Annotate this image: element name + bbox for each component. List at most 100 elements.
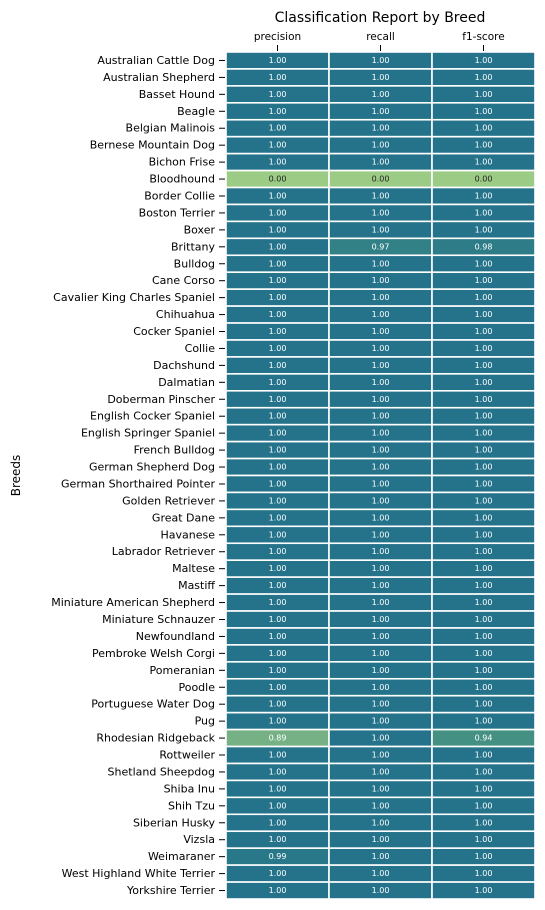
cell-value-label: 1.00 bbox=[269, 581, 287, 590]
cell-value-label: 1.00 bbox=[269, 479, 287, 488]
cell-value-label: 1.00 bbox=[372, 784, 390, 793]
cell-value-label: 1.00 bbox=[475, 73, 493, 82]
cell-value-label: 1.00 bbox=[269, 751, 287, 760]
cell-value-label: 1.00 bbox=[269, 293, 287, 302]
cell-value-label: 0.97 bbox=[372, 242, 390, 251]
cell-value-label: 1.00 bbox=[475, 530, 493, 539]
cell-value-label: 1.00 bbox=[475, 835, 493, 844]
cell-value-label: 1.00 bbox=[475, 666, 493, 675]
row-label: Golden Retriever bbox=[122, 494, 215, 507]
heatmap-cells: 1.00 1.00 1.00 1.00 1.00 1.00 1.00 1.00 1.00 1.00… bbox=[226, 52, 535, 899]
cell-value-label: 1.00 bbox=[269, 700, 287, 709]
cell-value-label: 1.00 bbox=[475, 327, 493, 336]
cell-value-label: 1.00 bbox=[269, 429, 287, 438]
row-label: Bernese Mountain Dog bbox=[90, 139, 215, 152]
cell-value-label: 1.00 bbox=[372, 327, 390, 336]
cell-value-label: 1.00 bbox=[372, 852, 390, 861]
cell-value-label: 1.00 bbox=[372, 835, 390, 844]
cell-value-label: 1.00 bbox=[475, 683, 493, 692]
cell-value-label: 1.00 bbox=[269, 378, 287, 387]
row-label: Bulldog bbox=[174, 257, 215, 270]
cell-value-label: 1.00 bbox=[475, 107, 493, 116]
cell-value-label: 1.00 bbox=[475, 852, 493, 861]
cell-value-label: 1.00 bbox=[475, 293, 493, 302]
row-label: Border Collie bbox=[144, 189, 215, 202]
cell-value-label: 0.00 bbox=[372, 175, 390, 184]
cell-value-label: 1.00 bbox=[372, 107, 390, 116]
row-label: Labrador Retriever bbox=[112, 545, 216, 558]
cell-value-label: 1.00 bbox=[269, 463, 287, 472]
cell-value-label: 0.99 bbox=[269, 852, 287, 861]
cell-value-label: 1.00 bbox=[475, 124, 493, 133]
column-header: recall bbox=[366, 31, 395, 43]
cell-value-label: 1.00 bbox=[372, 818, 390, 827]
cell-value-label: 0.89 bbox=[269, 734, 287, 743]
cell-value-label: 1.00 bbox=[372, 649, 390, 658]
row-label: Chihuahua bbox=[156, 308, 215, 321]
cell-value-label: 1.00 bbox=[475, 191, 493, 200]
cell-value-label: 1.00 bbox=[372, 90, 390, 99]
cell-value-label: 1.00 bbox=[269, 598, 287, 607]
cell-value-label: 1.00 bbox=[372, 191, 390, 200]
cell-value-label: 1.00 bbox=[372, 683, 390, 692]
cell-value-label: 1.00 bbox=[475, 700, 493, 709]
row-label: Dalmatian bbox=[158, 376, 215, 389]
cell-value-label: 1.00 bbox=[475, 886, 493, 895]
row-label: Rottweiler bbox=[159, 749, 215, 762]
cell-value-label: 1.00 bbox=[269, 886, 287, 895]
row-label: Australian Shepherd bbox=[103, 71, 215, 84]
column-headers: precision recall f1-score bbox=[254, 31, 505, 51]
cell-value-label: 1.00 bbox=[269, 124, 287, 133]
cell-value-label: 1.00 bbox=[372, 530, 390, 539]
cell-value-label: 1.00 bbox=[269, 191, 287, 200]
cell-value-label: 1.00 bbox=[372, 361, 390, 370]
row-label: Boxer bbox=[184, 223, 216, 236]
cell-value-label: 1.00 bbox=[372, 225, 390, 234]
cell-value-label: 1.00 bbox=[372, 700, 390, 709]
cell-value-label: 0.00 bbox=[475, 175, 493, 184]
cell-value-label: 1.00 bbox=[269, 649, 287, 658]
row-label: German Shepherd Dog bbox=[89, 461, 215, 474]
cell-value-label: 1.00 bbox=[475, 784, 493, 793]
row-label: Shih Tzu bbox=[168, 799, 215, 812]
cell-value-label: 1.00 bbox=[372, 598, 390, 607]
row-label: Portuguese Water Dog bbox=[91, 698, 215, 711]
cell-value-label: 1.00 bbox=[269, 496, 287, 505]
row-label: Miniature Schnauzer bbox=[102, 613, 215, 626]
cell-value-label: 1.00 bbox=[372, 259, 390, 268]
cell-value-label: 1.00 bbox=[269, 835, 287, 844]
cell-value-label: 1.00 bbox=[269, 767, 287, 776]
cell-value-label: 1.00 bbox=[372, 293, 390, 302]
cell-value-label: 1.00 bbox=[475, 479, 493, 488]
row-label: Rhodesian Ridgeback bbox=[96, 732, 215, 745]
cell-value-label: 1.00 bbox=[269, 784, 287, 793]
row-label: Boston Terrier bbox=[139, 206, 216, 219]
cell-value-label: 1.00 bbox=[269, 666, 287, 675]
cell-value-label: 1.00 bbox=[269, 446, 287, 455]
cell-value-label: 1.00 bbox=[372, 801, 390, 810]
cell-value-label: 1.00 bbox=[269, 310, 287, 319]
cell-value-label: 1.00 bbox=[269, 615, 287, 624]
row-label: West Highland White Terrier bbox=[62, 867, 216, 880]
cell-value-label: 1.00 bbox=[372, 412, 390, 421]
column-header: precision bbox=[254, 31, 301, 43]
cell-value-label: 0.94 bbox=[475, 734, 493, 743]
cell-value-label: 1.00 bbox=[475, 717, 493, 726]
cell-value-label: 1.00 bbox=[475, 598, 493, 607]
cell-value-label: 1.00 bbox=[475, 310, 493, 319]
cell-value-label: 1.00 bbox=[372, 463, 390, 472]
cell-value-label: 1.00 bbox=[475, 649, 493, 658]
cell-value-label: 1.00 bbox=[269, 90, 287, 99]
cell-value-label: 1.00 bbox=[475, 513, 493, 522]
row-label: Belgian Malinois bbox=[126, 122, 216, 135]
cell-value-label: 1.00 bbox=[269, 395, 287, 404]
cell-value-label: 1.00 bbox=[269, 225, 287, 234]
cell-value-label: 1.00 bbox=[475, 276, 493, 285]
cell-value-label: 1.00 bbox=[269, 683, 287, 692]
cell-value-label: 1.00 bbox=[269, 158, 287, 167]
row-label: Collie bbox=[185, 342, 216, 355]
row-label: Pomeranian bbox=[150, 664, 215, 677]
row-label: Weimaraner bbox=[148, 850, 216, 863]
cell-value-label: 1.00 bbox=[372, 158, 390, 167]
